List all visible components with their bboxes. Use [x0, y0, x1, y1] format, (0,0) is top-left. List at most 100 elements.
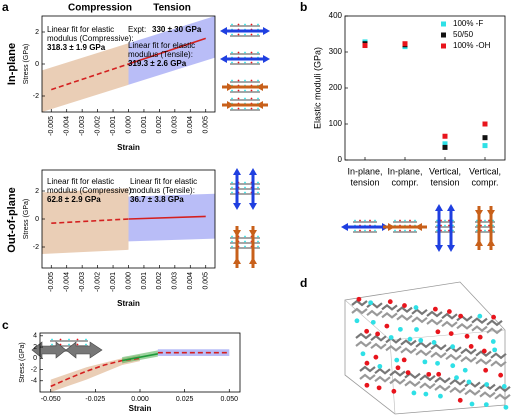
annotation: Linear fit for elastic — [47, 177, 114, 186]
legend-swatch — [441, 21, 446, 27]
carbon-chain — [449, 378, 466, 386]
atom — [354, 229, 356, 232]
y-tick-label: 0 — [33, 355, 37, 362]
atom — [368, 300, 374, 306]
x-tick-label: In-plane, — [347, 166, 382, 176]
carbon-chain — [486, 319, 503, 327]
x-tick-label: compr. — [471, 177, 498, 187]
atom — [237, 23, 240, 26]
atom — [481, 348, 487, 354]
arrow-head — [249, 230, 257, 237]
atom — [436, 219, 438, 222]
y-tick-label: 300 — [329, 47, 343, 56]
atom — [237, 107, 240, 110]
y-tick-label: 0 — [35, 61, 39, 68]
x-tick-label: -0.050 — [41, 396, 61, 403]
x-tick-label: 0.000 — [125, 272, 132, 290]
x-tick-label: -0.004 — [64, 272, 71, 292]
atom — [407, 336, 413, 342]
y-axis-label: Stress (GPa) — [23, 44, 30, 84]
annotation-value: 319.3 ± 2.6 GPa — [128, 59, 187, 68]
atom — [231, 235, 233, 238]
atom — [364, 360, 370, 366]
carbon-chain — [471, 317, 488, 325]
atom — [370, 319, 376, 325]
atom — [244, 97, 246, 100]
arrow-head — [388, 223, 395, 231]
arrow-head — [487, 239, 495, 246]
atom — [354, 219, 356, 222]
arrow-head — [447, 245, 455, 252]
x-tick-label: 0.000 — [131, 396, 149, 403]
arrow-head — [435, 204, 443, 211]
y-tick-label: 200 — [329, 83, 343, 92]
atom — [402, 303, 407, 308]
carbon-chain — [419, 382, 436, 390]
annotation: Expt: — [128, 25, 146, 34]
atom — [231, 97, 233, 100]
x-tick-label: tension — [430, 177, 459, 187]
arrow-head — [263, 27, 270, 35]
carbon-chain — [464, 380, 481, 388]
x-tick-label: In-plane, — [387, 166, 422, 176]
arrow-head — [341, 223, 348, 231]
scatter-cloud — [50, 354, 140, 392]
atom — [394, 357, 400, 363]
y-tick-label: 2 — [33, 344, 37, 351]
atom — [423, 391, 429, 397]
atom — [444, 229, 446, 232]
y-tick-label: 0 — [35, 216, 39, 223]
atom — [484, 224, 486, 227]
carbon-chain — [494, 393, 511, 401]
atom — [359, 229, 361, 232]
carbon-chain — [415, 341, 432, 349]
y-tick-label: 2 — [35, 188, 39, 195]
arrow-head — [227, 83, 234, 91]
atom — [404, 229, 406, 232]
carbon-chain — [486, 327, 503, 335]
carbon-chain — [404, 380, 421, 388]
atom — [369, 219, 371, 222]
carbon-chain — [411, 308, 428, 316]
x-tick-label: compr. — [391, 177, 418, 187]
atom — [364, 219, 366, 222]
atom — [354, 318, 360, 324]
atom — [466, 379, 472, 385]
atom — [68, 343, 70, 346]
x-tick-label: -0.005 — [48, 116, 55, 136]
atom — [458, 313, 464, 319]
atom — [440, 229, 442, 232]
atom — [257, 33, 259, 36]
annotation: modulus (Tensile): — [128, 50, 193, 59]
y-tick-label: -2 — [33, 244, 39, 251]
atom — [250, 97, 253, 100]
fit-line — [121, 353, 159, 362]
carbon-chain — [475, 358, 492, 366]
y-tick-label: -2 — [33, 93, 39, 100]
x-axis-label: Strain — [117, 299, 140, 308]
carbon-chain — [389, 369, 406, 377]
legend-swatch — [441, 32, 446, 38]
carbon-chain — [426, 310, 443, 318]
atom — [257, 181, 259, 184]
atom — [244, 240, 246, 243]
atom — [231, 240, 233, 243]
carbon-chain — [419, 374, 436, 382]
illustrations — [31, 23, 511, 415]
carbon-chain — [374, 375, 391, 383]
annotation: modulus (Tensile): — [130, 186, 195, 195]
y-tick-label: -4 — [31, 378, 37, 385]
atom — [405, 370, 411, 376]
atom — [413, 305, 419, 310]
atom — [51, 343, 53, 346]
column-header: Tension — [153, 3, 191, 14]
atom — [244, 191, 246, 194]
carbon-chain — [449, 386, 466, 394]
atom — [454, 375, 459, 381]
carbon-chain — [445, 345, 462, 353]
atom — [85, 338, 87, 341]
carbon-chain — [370, 334, 387, 342]
x-tick-label: Vertical, — [469, 166, 501, 176]
fit-line — [128, 37, 206, 65]
atom — [373, 354, 379, 360]
